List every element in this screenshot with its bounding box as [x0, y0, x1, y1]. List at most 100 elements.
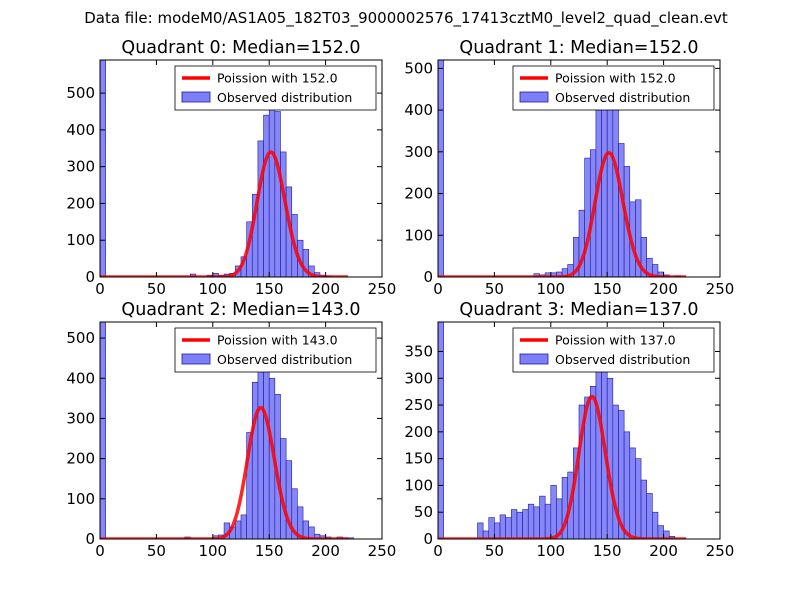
histogram-bar: [606, 105, 614, 277]
histogram-bar: [527, 503, 535, 539]
histogram-bar: [601, 97, 608, 277]
poisson-curve: [100, 150, 349, 277]
histogram-bar: [544, 503, 552, 539]
histogram-bar: [635, 458, 642, 539]
y-tick-label: 0: [423, 268, 433, 286]
subplot-grid: Quadrant 0: Median=152.0 0 50 100 150 200 250 0…: [66, 38, 734, 560]
y-tick-label: 300: [404, 143, 433, 161]
plot-area: [438, 60, 687, 277]
x-tick-label: 100: [198, 280, 227, 298]
histogram-bar: [652, 264, 659, 277]
histogram-bar: [522, 509, 529, 539]
y-tick-label: 100: [404, 476, 433, 494]
legend-hist-swatch: [181, 353, 211, 365]
y-tick-label: 100: [66, 231, 95, 249]
axes-frame: [437, 59, 721, 278]
chart-panel-1: Quadrant 1: Median=152.0 0 50 100 150 200 250 0…: [404, 38, 734, 298]
histogram-bar: [640, 237, 647, 277]
histogram-bar: [505, 517, 512, 539]
x-tick-label: 150: [593, 542, 622, 560]
histogram-bar: [438, 322, 444, 539]
axes-frame: [99, 321, 383, 540]
legend: Poission with 152.0 Observed distribution: [174, 65, 377, 111]
histogram-bar: [516, 511, 523, 539]
x-tick-label: 150: [255, 542, 284, 560]
x-tick-label: 250: [706, 280, 735, 298]
histogram-bar: [488, 517, 495, 539]
x-tick-label: 0: [95, 280, 105, 298]
legend-box: [174, 65, 377, 111]
histogram-bar: [623, 431, 631, 539]
x-tick-label: 200: [649, 542, 678, 560]
y-tick-label: 400: [404, 101, 433, 119]
legend-poisson-label: Poission with 152.0: [555, 71, 676, 86]
legend-box: [512, 327, 715, 373]
legend-hist-label: Observed distribution: [555, 90, 690, 105]
histogram-bar: [550, 485, 557, 539]
y-tick-label: 400: [66, 369, 95, 387]
y-tick-label: 0: [85, 268, 95, 286]
y-tick-label: 500: [66, 329, 95, 347]
x-tick-label: 50: [147, 542, 166, 560]
histogram-bar: [646, 493, 653, 539]
histogram-bar: [100, 60, 106, 277]
y-tick-label: 300: [66, 158, 95, 176]
histogram-bar: [640, 479, 647, 539]
x-tick-label: 100: [536, 542, 565, 560]
x-tick-label: 0: [433, 542, 443, 560]
y-tick-label: 500: [404, 59, 433, 77]
histogram-bar: [539, 495, 546, 539]
x-tick-label: 250: [706, 542, 735, 560]
histogram-bar: [584, 157, 591, 277]
histogram-bar: [263, 114, 270, 277]
histogram-bar: [268, 107, 276, 277]
legend-poisson-label: Poission with 152.0: [217, 71, 338, 86]
legend-poisson-label: Poission with 137.0: [555, 333, 676, 348]
chart-title: Quadrant 0: Median=152.0: [121, 38, 360, 58]
y-tick-label: 200: [66, 450, 95, 468]
histogram-bar: [274, 111, 281, 277]
histogram-bar: [657, 525, 664, 539]
x-tick-label: 150: [593, 280, 622, 298]
legend: Poission with 143.0 Observed distribution: [174, 327, 377, 373]
legend-hist-label: Observed distribution: [217, 352, 352, 367]
y-tick-label: 150: [404, 450, 433, 468]
x-tick-label: 50: [147, 280, 166, 298]
histogram-bar: [511, 509, 518, 539]
y-tick-label: 300: [66, 409, 95, 427]
poisson-curve: [100, 405, 349, 539]
legend-hist-label: Observed distribution: [217, 90, 352, 105]
x-tick-label: 200: [649, 280, 678, 298]
y-tick-label: 350: [404, 342, 433, 360]
histogram-bar: [235, 520, 242, 539]
y-tick-label: 400: [66, 121, 95, 139]
x-tick-label: 0: [433, 280, 443, 298]
x-tick-label: 0: [95, 542, 105, 560]
legend: Poission with 137.0 Observed distribution: [512, 327, 715, 373]
chart-panel-0: Quadrant 0: Median=152.0 0 50 100 150 200 250 0…: [66, 38, 396, 298]
chart-panel-2: Quadrant 2: Median=143.0 0 50 100 150 200 250 0…: [66, 300, 396, 560]
legend-hist-label: Observed distribution: [555, 352, 690, 367]
histogram-bar: [477, 522, 484, 539]
legend-poisson-label: Poission with 143.0: [217, 333, 338, 348]
y-tick-label: 50: [414, 503, 433, 521]
histogram-bar: [499, 514, 506, 539]
histogram-bar: [494, 522, 501, 539]
x-tick-label: 100: [536, 280, 565, 298]
y-tick-label: 200: [404, 185, 433, 203]
x-tick-label: 50: [485, 542, 504, 560]
histogram-bar: [240, 514, 247, 539]
y-tick-label: 0: [423, 530, 433, 548]
y-tick-label: 500: [66, 84, 95, 102]
legend-hist-swatch: [519, 353, 549, 365]
histogram-bar: [595, 361, 602, 539]
chart-panel-3: Quadrant 3: Median=137.0 0 50 100 150 200 250 0…: [404, 300, 734, 560]
y-tick-label: 100: [404, 226, 433, 244]
histogram-bar: [308, 526, 315, 539]
histogram-bar: [589, 385, 597, 539]
histogram-bar: [652, 511, 659, 539]
x-tick-label: 250: [368, 280, 397, 298]
histogram-bar: [100, 322, 106, 539]
legend-box: [512, 65, 715, 111]
